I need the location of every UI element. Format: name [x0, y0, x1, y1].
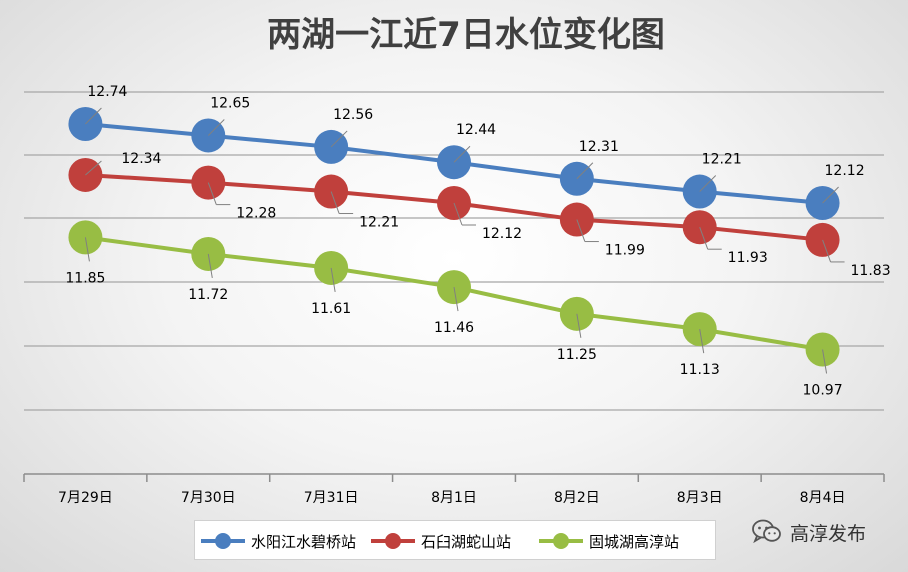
- data-label: 11.93: [728, 250, 768, 266]
- watermark-text: 高淳发布: [790, 522, 867, 545]
- data-label: 12.28: [236, 206, 276, 222]
- x-tick-label: 7月29日: [58, 490, 113, 506]
- legend-marker: [385, 533, 401, 549]
- label-leader: [453, 286, 459, 312]
- label-leader: [822, 239, 832, 263]
- data-label: 12.12: [482, 226, 522, 242]
- legend-item: 石臼湖蛇山站: [371, 533, 511, 551]
- x-tick-label: 8月4日: [800, 490, 846, 506]
- data-label: 12.21: [702, 152, 742, 168]
- x-tick-label: 7月30日: [181, 490, 236, 506]
- x-tick-label: 7月31日: [304, 490, 359, 506]
- label-leader: [330, 267, 336, 293]
- x-tick-label: 8月2日: [554, 490, 600, 506]
- label-leader: [85, 160, 102, 176]
- legend-item: 水阳江水碧桥站: [201, 533, 356, 551]
- data-label: 12.44: [456, 122, 496, 138]
- label-leader: [699, 175, 717, 192]
- data-label: 11.72: [188, 287, 228, 303]
- legend-label: 水阳江水碧桥站: [251, 533, 356, 551]
- data-label: 11.25: [557, 347, 597, 363]
- legend-marker: [215, 533, 231, 549]
- data-label: 12.56: [333, 107, 373, 123]
- label-leader: [699, 227, 709, 250]
- data-label: 11.61: [311, 301, 351, 317]
- legend-marker: [553, 533, 569, 549]
- label-leader: [207, 119, 225, 136]
- label-leader: [822, 349, 828, 374]
- label-leader: [207, 253, 213, 279]
- data-label: 12.34: [121, 151, 161, 167]
- label-leader: [330, 191, 340, 214]
- x-axis: 7月29日 7月30日 7月31日 8月1日 8月2日 8月3日 8月4日: [23, 473, 885, 506]
- label-leader: [453, 145, 471, 163]
- label-leader: [207, 182, 217, 205]
- x-tick-label: 8月3日: [677, 490, 723, 506]
- watermark: 高淳发布: [752, 517, 866, 547]
- data-label: 11.13: [680, 362, 720, 378]
- data-labels: 12.74 12.65 12.56 12.44 12.31 12.21 12.12 12.34…: [65, 84, 890, 398]
- label-leader: [84, 237, 90, 262]
- data-label: 12.65: [210, 95, 250, 111]
- label-leader: [699, 329, 705, 354]
- label-leader: [576, 219, 586, 242]
- label-leader: [453, 202, 463, 226]
- legend-label: 石臼湖蛇山站: [421, 533, 511, 551]
- legend-item: 固城湖高淳站: [539, 533, 679, 551]
- label-leader: [576, 162, 594, 180]
- data-label: 12.12: [825, 163, 865, 179]
- legend: 水阳江水碧桥站 石臼湖蛇山站 固城湖高淳站: [194, 520, 716, 560]
- x-tick-label: 8月1日: [431, 490, 477, 506]
- label-leader: [576, 313, 582, 338]
- wechat-icon: [752, 519, 781, 544]
- legend-label: 固城湖高淳站: [589, 533, 679, 551]
- data-label: 11.46: [434, 320, 474, 336]
- data-label: 11.85: [65, 270, 105, 286]
- label-leader: [85, 107, 102, 125]
- data-label: 10.97: [803, 382, 843, 398]
- chart-title: 两湖一江近7日水位变化图: [267, 15, 665, 55]
- data-label: 11.99: [605, 243, 645, 259]
- data-label: 12.21: [359, 215, 399, 231]
- label-leader: [330, 130, 348, 148]
- data-label: 11.83: [851, 263, 891, 279]
- label-leader: [822, 186, 839, 204]
- data-label: 12.74: [87, 84, 127, 100]
- legend-items: 水阳江水碧桥站 石臼湖蛇山站 固城湖高淳站: [201, 533, 679, 551]
- data-label: 12.31: [579, 139, 619, 155]
